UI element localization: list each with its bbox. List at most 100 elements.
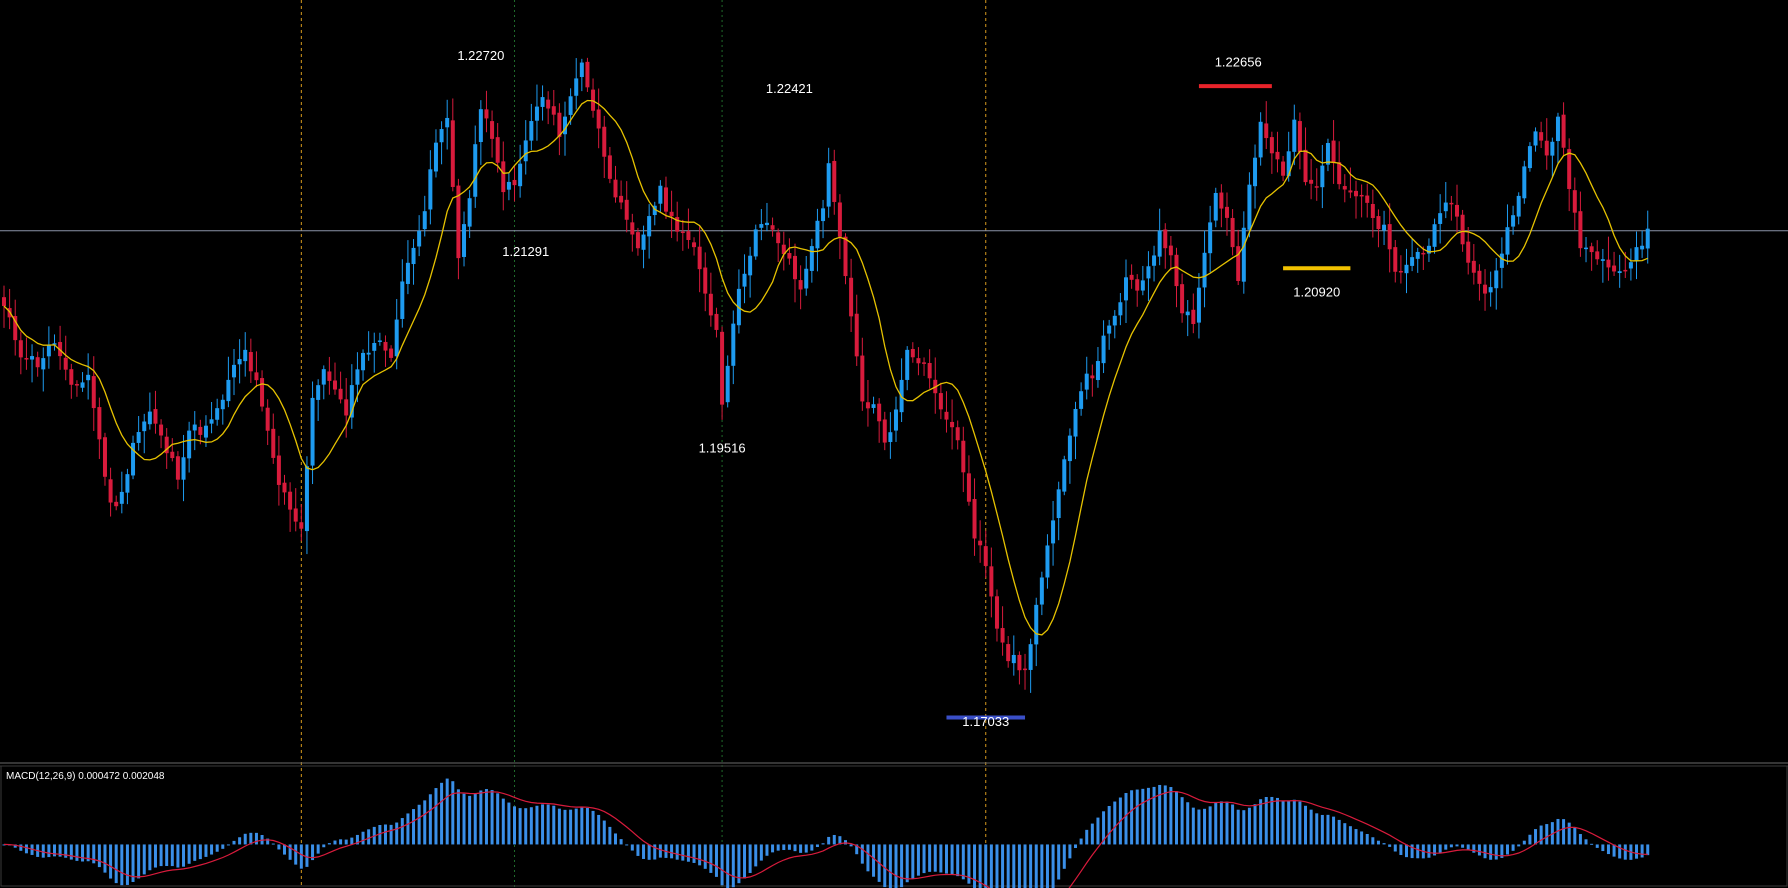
macd-bar (198, 844, 202, 860)
candle (24, 337, 29, 370)
candle-body (237, 359, 242, 365)
macd-bar (849, 844, 853, 847)
candle (501, 141, 506, 211)
candle-body (1135, 279, 1140, 291)
candle (1258, 112, 1263, 166)
macd-bar (900, 844, 904, 888)
candle-body (175, 456, 180, 480)
macd-bar (1304, 805, 1308, 845)
candle-body (288, 491, 293, 510)
candle-body (377, 340, 382, 342)
candle-body (1107, 325, 1112, 334)
candle-body (591, 89, 596, 111)
macd-bar (838, 836, 842, 845)
candle-body (1572, 190, 1577, 213)
candle-body (563, 116, 567, 135)
macd-bar (1231, 804, 1235, 845)
candle (1224, 192, 1229, 236)
macd-bar (726, 844, 730, 888)
candle-body (635, 232, 640, 249)
candle-body (1320, 165, 1325, 188)
macd-bar (630, 844, 634, 851)
candle-body (619, 195, 624, 203)
candle-body (983, 546, 988, 566)
candle-body (692, 242, 697, 248)
candle (1067, 428, 1072, 484)
macd-bar (24, 844, 28, 854)
candle (888, 412, 893, 459)
candle-body (46, 344, 51, 357)
candle-body (1348, 190, 1353, 193)
candle (1174, 247, 1179, 308)
candle-body (1404, 264, 1409, 274)
macd-bar (97, 844, 101, 868)
macd-bar (1612, 844, 1616, 857)
candle-body (215, 408, 220, 420)
candle (361, 349, 366, 381)
candle-body (125, 474, 130, 493)
macd-bar (316, 844, 320, 854)
macd-bar (754, 844, 758, 867)
candle-body (1152, 255, 1157, 266)
candle-body (254, 372, 259, 381)
macd-bar (832, 834, 836, 845)
candle (1382, 210, 1387, 245)
candle-body (1589, 246, 1594, 253)
macd-bar (1292, 799, 1296, 845)
macd-bar (1556, 818, 1560, 845)
candle (18, 331, 23, 375)
candle (972, 478, 977, 556)
candle (1370, 189, 1375, 238)
macd-bar (103, 844, 107, 873)
macd-bar (1169, 787, 1173, 845)
macd-bar (563, 809, 567, 845)
macd-bar (355, 834, 359, 845)
candle (1499, 237, 1504, 289)
candle-body (1202, 252, 1207, 288)
candle (102, 432, 107, 486)
candle-body (905, 349, 910, 380)
candle-body (1623, 269, 1628, 272)
candle-body (1163, 229, 1168, 249)
candle-body (366, 352, 371, 355)
candle-body (961, 440, 966, 473)
candle (58, 325, 63, 370)
macd-bar (1315, 813, 1319, 845)
candle (708, 272, 713, 327)
candle (1264, 101, 1269, 150)
macd-bar (591, 810, 595, 845)
macd-bar (670, 844, 674, 859)
candle-body (1034, 604, 1039, 645)
candle-body (518, 163, 523, 187)
candle-body (1191, 309, 1196, 325)
candle (692, 237, 697, 256)
candle (955, 420, 960, 450)
candle-body (748, 255, 753, 276)
macd-bar (1017, 844, 1021, 888)
candle-body (226, 379, 231, 402)
macd-bar (782, 844, 786, 851)
candle-body (1146, 266, 1151, 279)
candle (540, 85, 545, 121)
candle (579, 58, 584, 92)
macd-bar (692, 844, 696, 863)
candle (159, 419, 164, 449)
candle (439, 121, 444, 165)
macd-bar (114, 844, 118, 884)
candle-body (1051, 520, 1056, 544)
macd-bar (1040, 844, 1044, 888)
macd-bar (1601, 844, 1605, 852)
candle-body (804, 268, 809, 289)
candle (1253, 144, 1258, 209)
macd-bar (283, 844, 286, 855)
candle-body (1028, 644, 1033, 670)
candle-body (467, 198, 472, 227)
candle (1107, 319, 1112, 350)
candle (1236, 229, 1241, 286)
macd-bar (793, 844, 797, 852)
candle-body (647, 216, 652, 237)
candle-body (159, 424, 164, 436)
candle (232, 348, 237, 396)
macd-bar (636, 844, 640, 856)
